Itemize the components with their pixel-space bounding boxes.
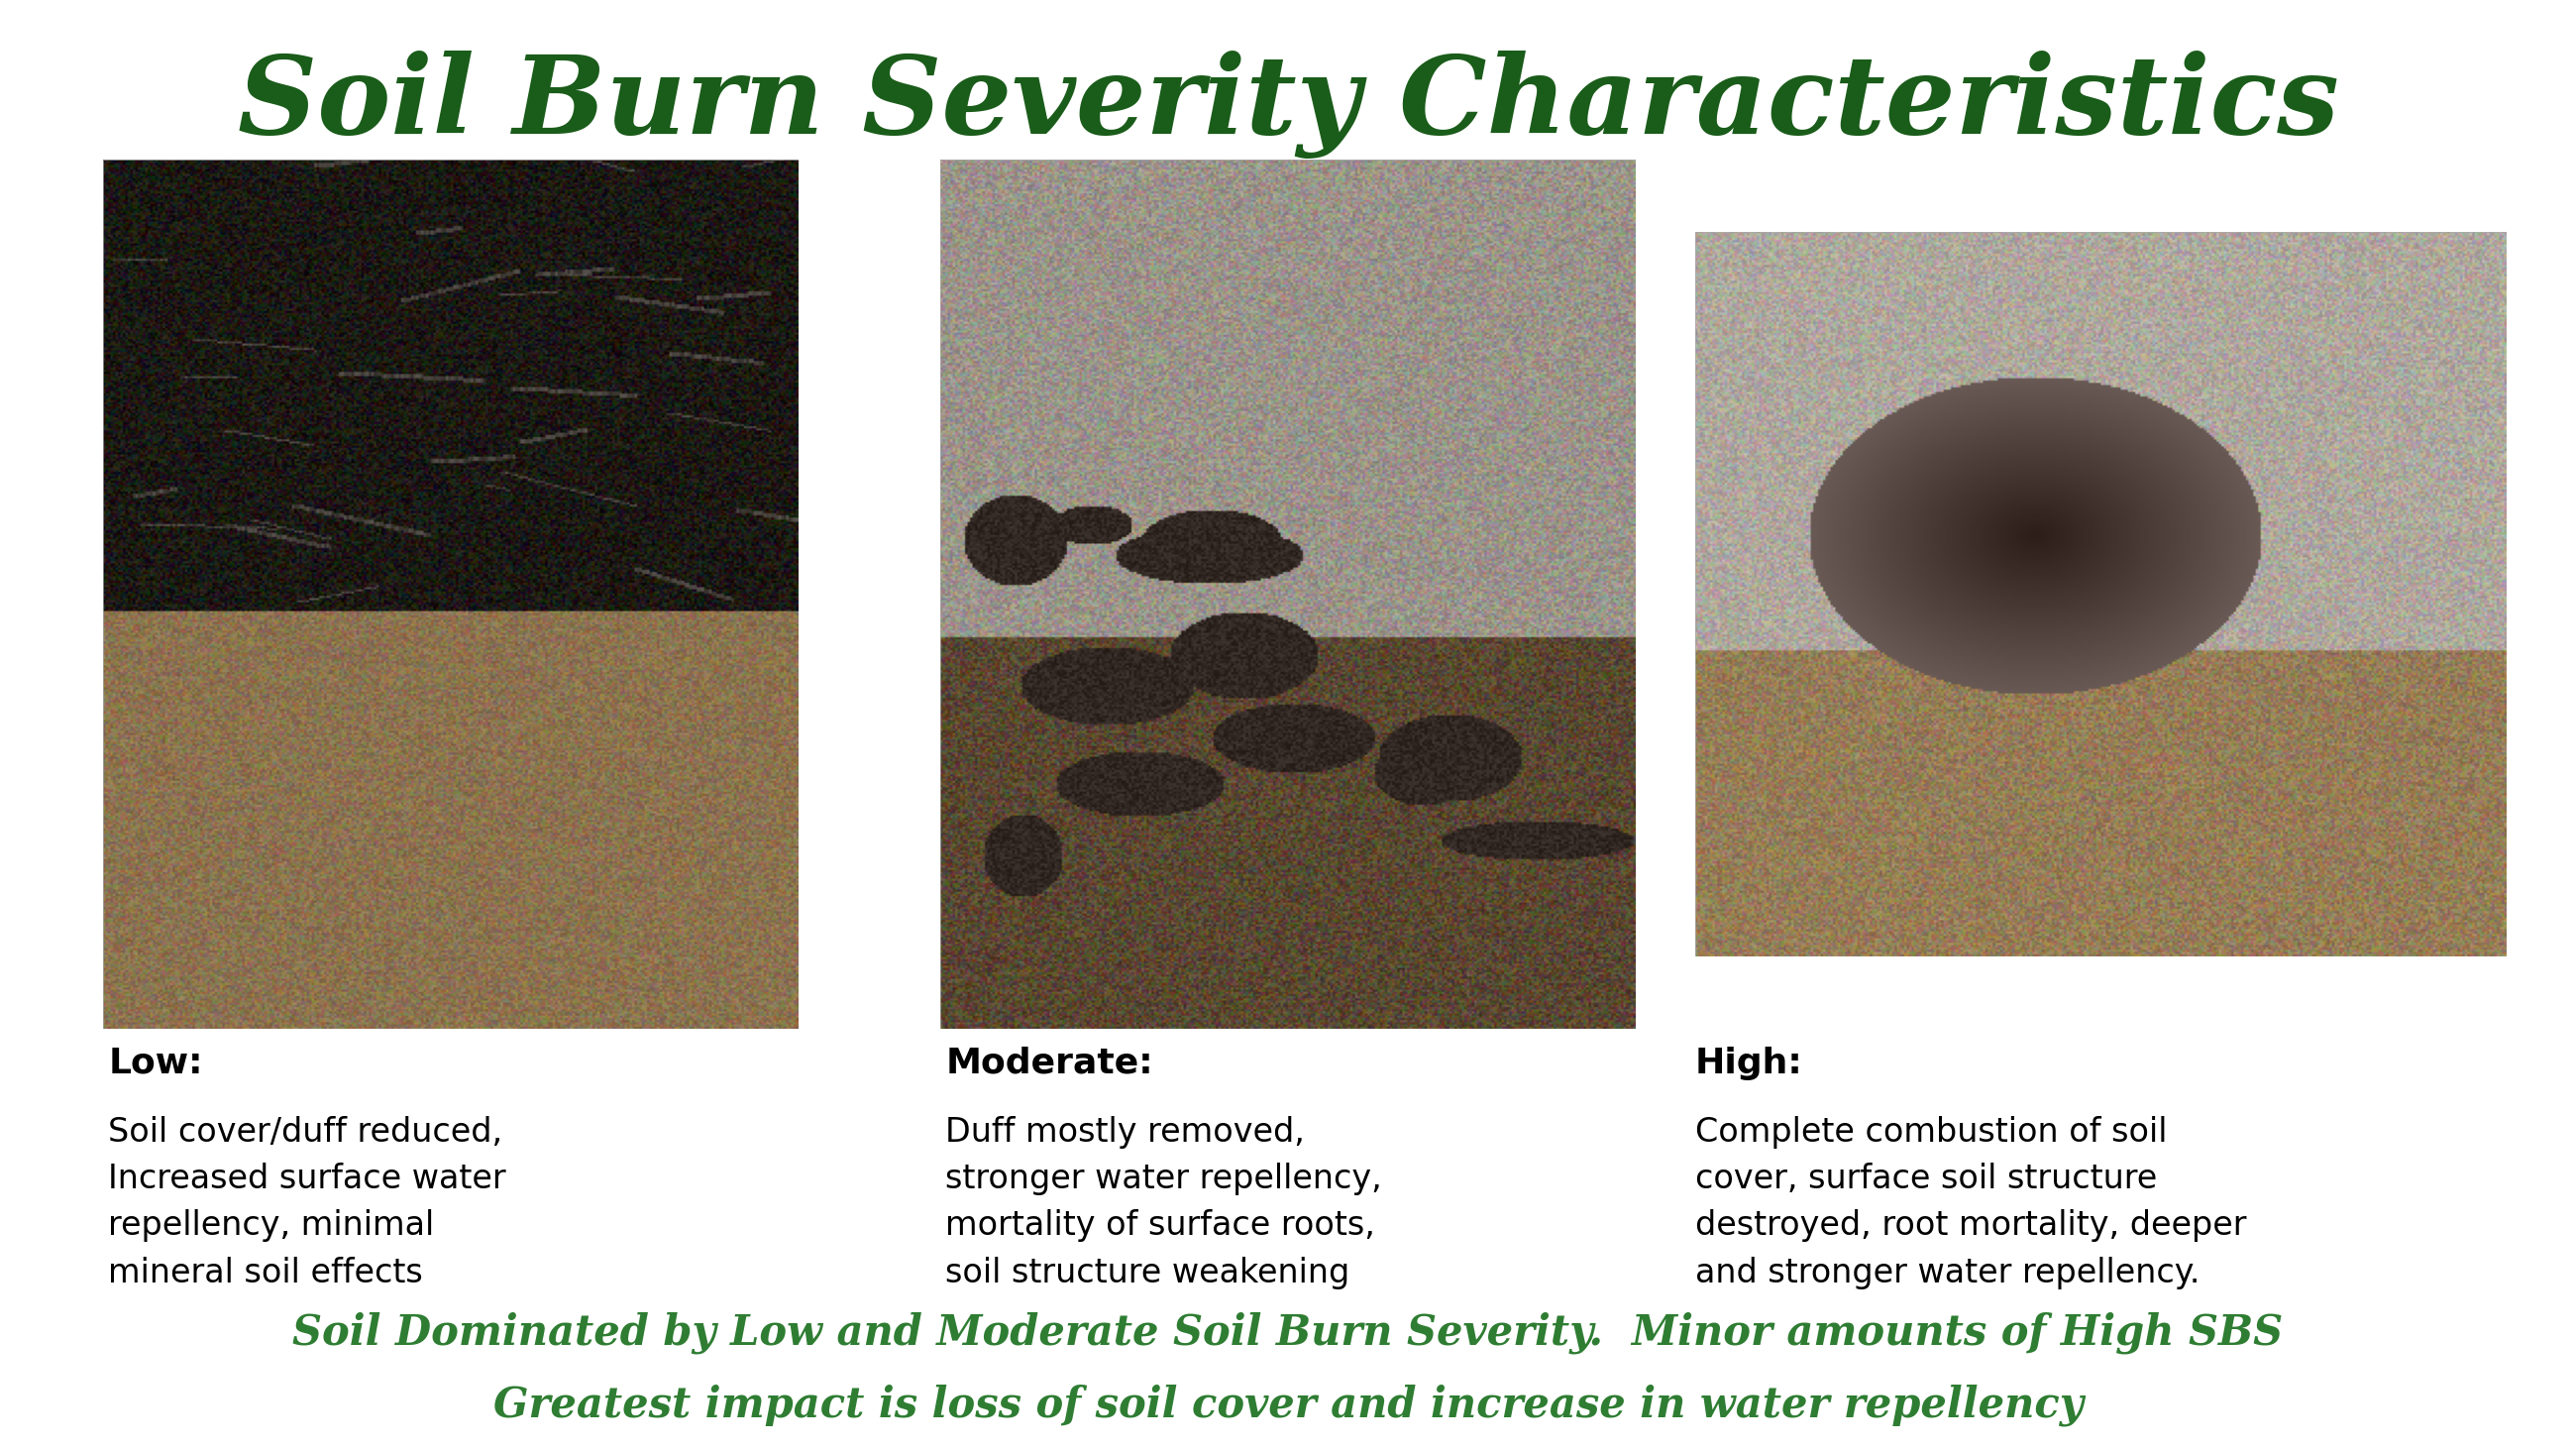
- Text: Duff mostly removed,
stronger water repellency,
mortality of surface roots,
soil: Duff mostly removed, stronger water repe…: [945, 1116, 1383, 1290]
- Text: Greatest impact is loss of soil cover and increase in water repellency: Greatest impact is loss of soil cover an…: [492, 1384, 2084, 1426]
- Text: Low:: Low:: [108, 1046, 204, 1080]
- Text: High:: High:: [1695, 1046, 1803, 1080]
- Text: Complete combustion of soil
cover, surface soil structure
destroyed, root mortal: Complete combustion of soil cover, surfa…: [1695, 1116, 2246, 1290]
- Text: Moderate:: Moderate:: [945, 1046, 1154, 1080]
- Text: Soil cover/duff reduced,
Increased surface water
repellency, minimal
mineral soi: Soil cover/duff reduced, Increased surfa…: [108, 1116, 505, 1290]
- Text: Soil Dominated by Low and Moderate Soil Burn Severity.  Minor amounts of High SB: Soil Dominated by Low and Moderate Soil …: [294, 1311, 2282, 1353]
- Text: Soil Burn Severity Characteristics: Soil Burn Severity Characteristics: [237, 51, 2339, 159]
